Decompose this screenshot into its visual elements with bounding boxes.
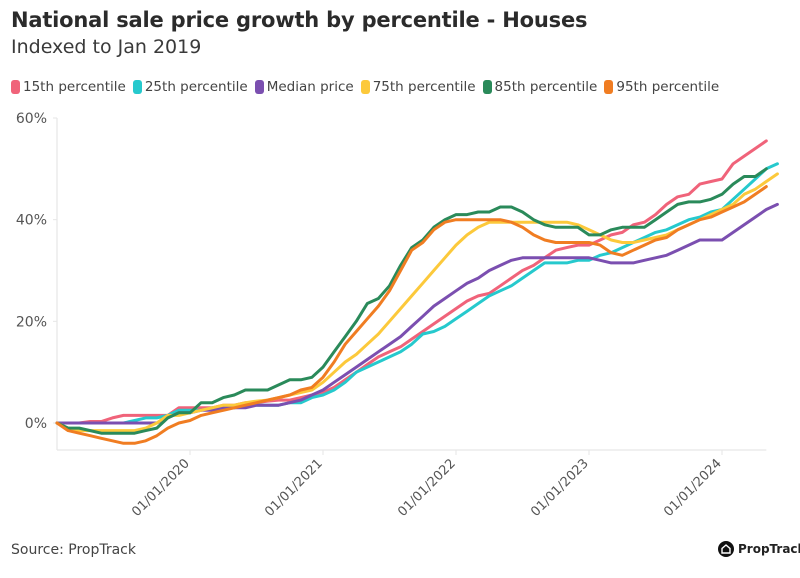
x-tick-label: 01/01/2024: [661, 456, 725, 520]
legend-label: 15th percentile: [23, 79, 126, 95]
legend-swatch: [11, 80, 20, 94]
x-tick-label: 01/01/2022: [395, 456, 459, 520]
series-line-75th-percentile: [55, 172, 779, 433]
legend-item[interactable]: 85th percentile: [482, 79, 598, 95]
legend-item[interactable]: 15th percentile: [11, 79, 126, 95]
brand-logo: PropTrack: [718, 541, 800, 557]
source-note: Source: PropTrack: [11, 542, 136, 558]
y-tick-label: 20%: [16, 314, 47, 330]
x-tick-label: 01/01/2020: [129, 456, 193, 520]
legend-label: Median price: [266, 79, 354, 95]
chart-title: National sale price growth by percentile…: [11, 8, 588, 32]
chart-subtitle: Indexed to Jan 2019: [11, 36, 202, 58]
legend-label: 75th percentile: [372, 79, 476, 95]
x-tick-label: 01/01/2021: [262, 456, 326, 520]
series-line-95th-percentile: [55, 185, 768, 445]
legend-swatch: [254, 80, 264, 94]
series-line-25th-percentile: [55, 162, 779, 425]
y-tick-label: 60%: [16, 111, 47, 127]
legend-swatch: [132, 80, 142, 94]
legend-item[interactable]: 95th percentile: [604, 79, 719, 95]
legend-label: 85th percentile: [494, 79, 598, 95]
legend-swatch: [482, 80, 492, 94]
legend-item[interactable]: 25th percentile: [132, 79, 248, 95]
legend-swatch: [360, 80, 370, 94]
y-tick-label: 40%: [16, 213, 47, 229]
legend-label: 95th percentile: [616, 79, 720, 95]
house-icon: [718, 541, 734, 557]
legend-item[interactable]: Median price: [254, 79, 354, 95]
legend-label: 25th percentile: [144, 79, 248, 95]
legend-swatch: [604, 80, 614, 94]
series-line-15th-percentile: [55, 139, 768, 425]
brand-name: PropTrack: [738, 542, 800, 556]
x-tick-label: 01/01/2023: [528, 456, 592, 520]
y-tick-label: 0%: [25, 416, 47, 432]
series-line-85th-percentile: [55, 167, 768, 435]
legend: 15th percentile 25th percentile Median pri…: [11, 79, 719, 95]
legend-item[interactable]: 75th percentile: [360, 79, 476, 95]
